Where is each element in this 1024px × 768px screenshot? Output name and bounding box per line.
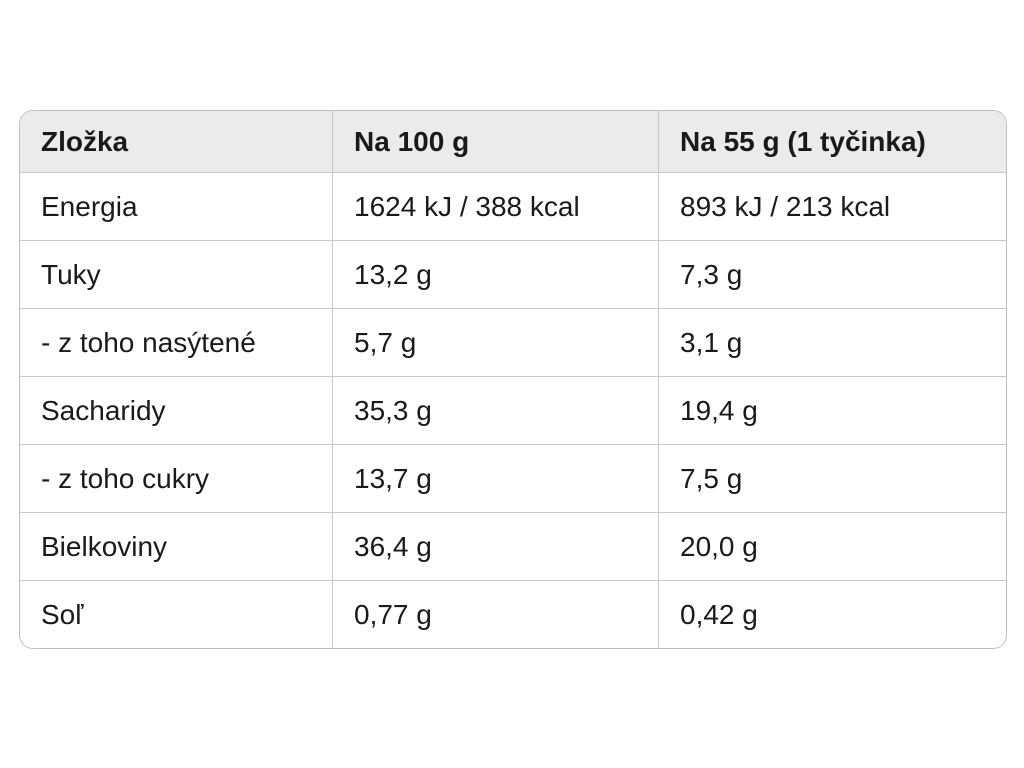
header-row: Zložka Na 100 g Na 55 g (1 tyčinka) (20, 111, 1006, 173)
row: Tuky 13,2 g 7,3 g (20, 240, 1006, 309)
cell: 0,42 g (680, 598, 758, 630)
cell: 20,0 g (658, 512, 1006, 581)
cell: 3,1 g (658, 308, 1006, 377)
cell: 35,3 g (332, 376, 659, 445)
row: Soľ 0,77 g 0,42 g (20, 580, 1006, 648)
header-cell: Na 100 g (332, 111, 659, 173)
cell: Soľ (20, 580, 333, 648)
cell: 5,7 g (332, 308, 659, 377)
cell: 13,2 g (332, 240, 659, 309)
cell: 1624 kJ / 388 kcal (332, 172, 659, 241)
nutrition-table: Zložka Na 100 g Na 55 g (1 tyčinka) Energi… (20, 111, 1006, 648)
row: Bielkoviny 36,4 g 20,0 g (20, 512, 1006, 581)
row: - z toho nasýtené 5,7 g 3,1 g (20, 308, 1006, 377)
cell: Bielkoviny (20, 512, 333, 581)
cell: 893 kJ / 213 kcal (658, 172, 1006, 241)
cell: Tuky (20, 240, 333, 309)
cell: - z toho nasýtené (20, 308, 333, 377)
header-cell: Na 55 g (1 tyčinka) (658, 111, 1006, 173)
cell: 7,5 g (658, 444, 1006, 513)
cell: 19,4 g (658, 376, 1006, 445)
cell: 7,3 g (658, 240, 1006, 309)
cell: Sacharidy (20, 376, 333, 445)
cell: 13,7 g (332, 444, 659, 513)
cell: Energia (20, 172, 333, 241)
cell: 0,77 g (332, 580, 659, 648)
header-cell: Zložka (20, 111, 333, 173)
cell: - z toho cukry (20, 444, 333, 513)
row: - z toho cukry 13,7 g 7,5 g (20, 444, 1006, 513)
cell: 36,4 g (332, 512, 659, 581)
row: Sacharidy 35,3 g 19,4 g (20, 376, 1006, 445)
table-card: Zložka Na 100 g Na 55 g (1 tyčinka) Energi… (19, 110, 1007, 649)
row: Energia 1624 kJ / 388 kcal 893 kJ / 213 kc… (20, 172, 1006, 241)
